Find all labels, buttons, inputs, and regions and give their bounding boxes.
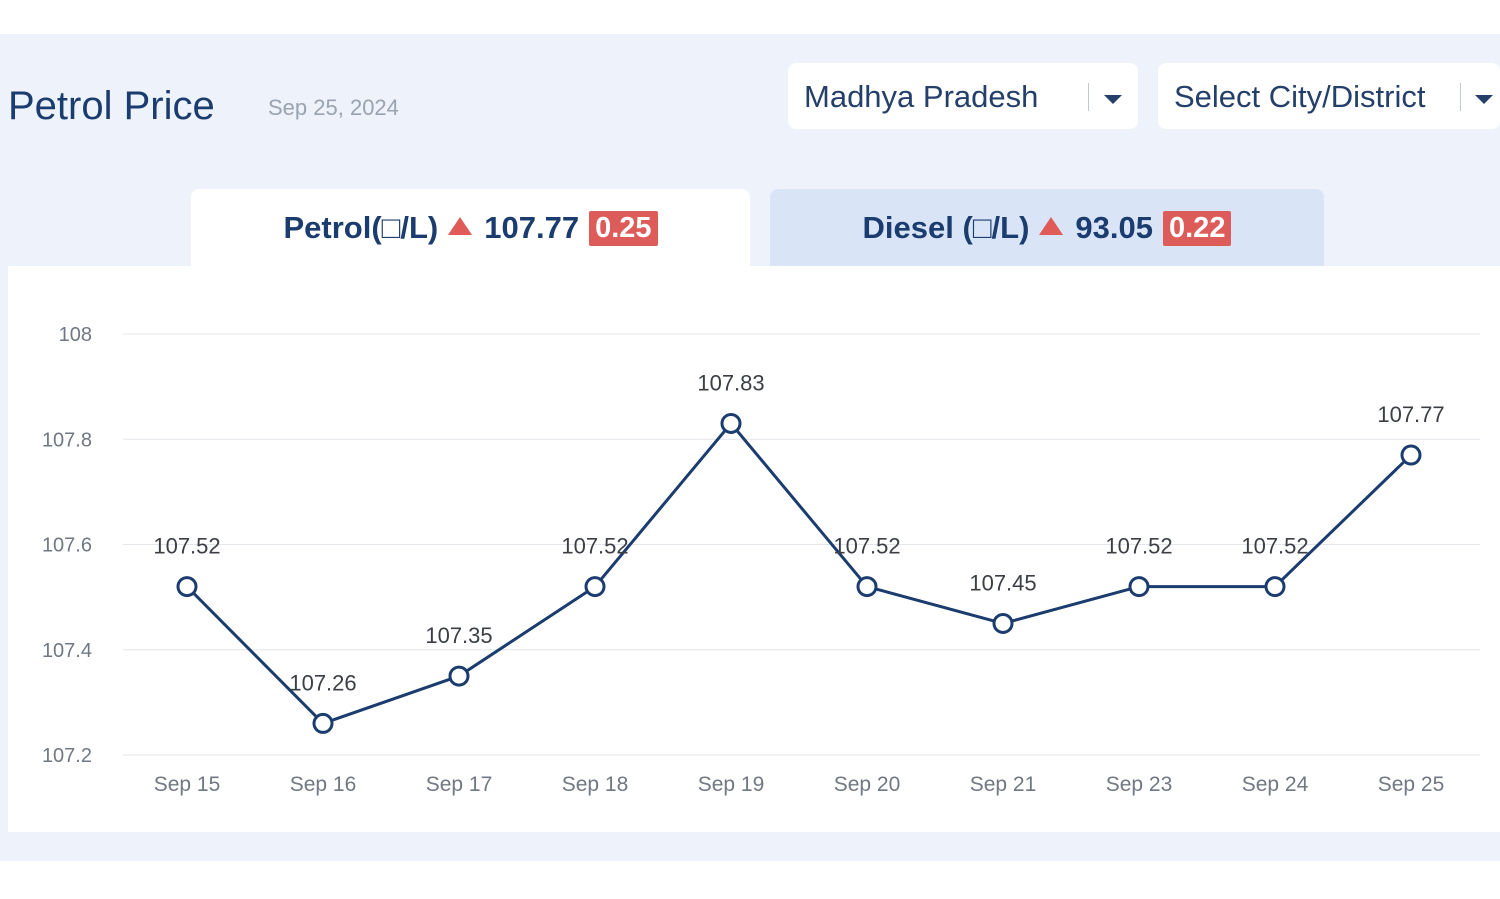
x-tick-label: Sep 25 [1378, 773, 1445, 796]
data-point [176, 576, 198, 598]
data-label: 107.52 [833, 534, 900, 559]
x-tick-label: Sep 20 [834, 773, 901, 796]
y-tick-label: 107.4 [42, 640, 92, 662]
y-tick-label: 107.2 [42, 745, 92, 767]
tab-diesel-label: Diesel (□/L) [862, 210, 1030, 245]
data-point [856, 576, 878, 598]
city-dropdown-value: Select City/District [1174, 79, 1426, 114]
state-dropdown[interactable]: Madhya Pradesh [788, 63, 1138, 129]
data-label: 107.52 [1105, 534, 1172, 559]
x-tick-label: Sep 17 [426, 773, 493, 796]
data-label: 107.52 [561, 534, 628, 559]
data-point [448, 665, 470, 687]
page-date: Sep 25, 2024 [268, 95, 399, 120]
x-tick-label: Sep 23 [1106, 773, 1173, 796]
data-label: 107.77 [1377, 402, 1444, 427]
state-dropdown-value: Madhya Pradesh [804, 79, 1039, 114]
x-tick-label: Sep 16 [290, 773, 357, 796]
data-label: 107.52 [1241, 534, 1308, 559]
y-tick-label: 107.6 [42, 535, 92, 557]
tab-diesel-change-badge: 0.22 [1163, 210, 1232, 246]
tab-petrol-label: Petrol(□/L) [283, 210, 439, 245]
data-label: 107.45 [969, 570, 1036, 595]
data-label: 107.52 [153, 534, 220, 559]
data-label: 107.83 [697, 370, 764, 395]
city-dropdown[interactable]: Select City/District [1158, 63, 1500, 129]
data-point [1128, 576, 1150, 598]
triangle-up-icon [1039, 217, 1064, 235]
x-tick-label: Sep 18 [562, 773, 629, 796]
x-tick-label: Sep 21 [970, 773, 1037, 796]
series-line [185, 421, 1413, 725]
data-point [312, 712, 334, 734]
y-tick-label: 108 [59, 324, 92, 346]
tab-petrol-change-badge: 0.25 [589, 210, 658, 246]
data-point [992, 612, 1014, 634]
data-point [720, 412, 742, 434]
dropdown-separator [1088, 83, 1089, 111]
y-tick-label: 107.8 [42, 429, 92, 451]
tab-petrol[interactable]: Petrol(□/L) 107.77 0.25 [191, 189, 750, 267]
page-title: Petrol Price [8, 84, 215, 128]
data-label: 107.26 [289, 670, 356, 695]
triangle-up-icon [448, 217, 473, 235]
x-tick-label: Sep 24 [1242, 773, 1309, 796]
tab-diesel[interactable]: Diesel (□/L) 93.05 0.22 [770, 189, 1324, 267]
tab-diesel-price: 93.05 [1075, 210, 1153, 245]
chevron-down-icon [1104, 95, 1122, 104]
dropdown-separator [1460, 83, 1461, 111]
data-point [1400, 444, 1422, 466]
tab-petrol-price: 107.77 [484, 210, 580, 245]
chevron-down-icon [1475, 95, 1493, 104]
x-tick-label: Sep 19 [698, 773, 765, 796]
x-tick-label: Sep 15 [154, 773, 221, 796]
data-point [1264, 576, 1286, 598]
price-line-chart: 107.2 107.4 107.6 107.8 108 Sep 15 Sep 16 Sep 1… [42, 324, 1480, 796]
data-label: 107.35 [425, 623, 492, 648]
chart-card: 107.2 107.4 107.6 107.8 108 Sep 15 Sep 16 Sep 1… [8, 266, 1500, 832]
data-point [584, 576, 606, 598]
